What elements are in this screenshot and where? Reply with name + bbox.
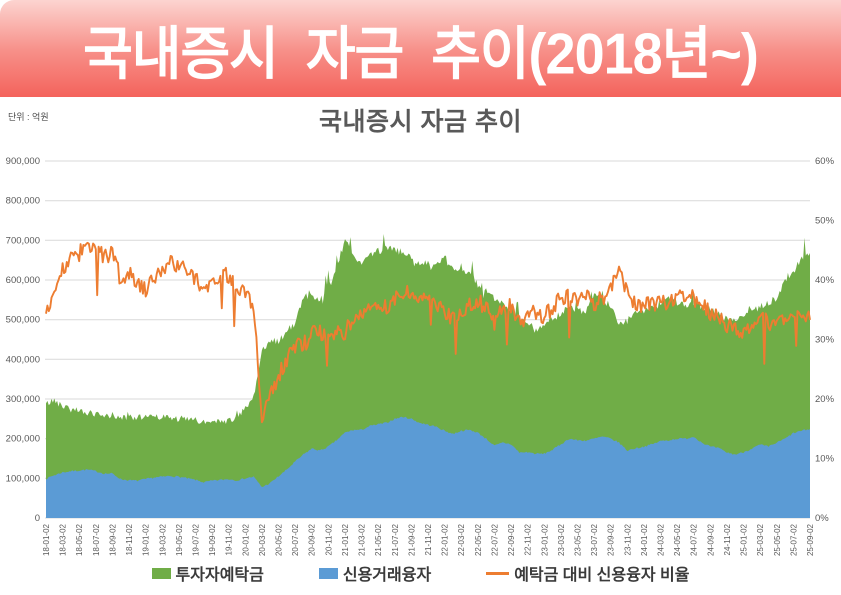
svg-text:30%: 30% [815, 335, 835, 346]
svg-text:23-11-02: 23-11-02 [623, 523, 632, 555]
svg-text:400,000: 400,000 [6, 354, 40, 365]
banner: 국내증시 자금 추이(2018년~) [0, 0, 841, 97]
legend-box-swatch-icon [318, 567, 338, 579]
svg-text:18-01-02: 18-01-02 [42, 523, 51, 556]
svg-text:900,000: 900,000 [6, 156, 40, 167]
svg-text:22-11-02: 22-11-02 [524, 523, 533, 555]
svg-text:20-07-02: 20-07-02 [291, 523, 300, 556]
svg-text:19-11-02: 19-11-02 [225, 523, 234, 555]
svg-text:100,000: 100,000 [6, 473, 40, 484]
svg-text:24-07-02: 24-07-02 [690, 523, 699, 556]
svg-text:18-11-02: 18-11-02 [125, 523, 134, 555]
svg-text:20-01-02: 20-01-02 [241, 523, 250, 556]
credit-area [46, 416, 810, 518]
legend-item-2: 예탁금 대비 신용융자 비율 [486, 561, 689, 585]
y-axis-left-labels: 0 100,000 200,000 300,000 400,000 500,000 600,… [6, 156, 40, 524]
svg-text:60%: 60% [815, 156, 835, 167]
svg-text:24-05-02: 24-05-02 [673, 523, 682, 556]
legend-label: 신용거래융자 [342, 567, 432, 584]
legend: 투자자예탁금 신용거래융자 예탁금 대비 신용융자 비율 [0, 561, 841, 585]
svg-text:18-09-02: 18-09-02 [108, 523, 117, 556]
svg-text:25-01-02: 25-01-02 [740, 523, 749, 556]
legend-item-1: 신용거래융자 [318, 561, 432, 585]
x-axis-labels: 18-01-02 18-03-02 18-05-02 18-07-02 18-09-02… [42, 523, 815, 556]
svg-text:20-11-02: 20-11-02 [324, 523, 333, 555]
svg-text:23-03-02: 23-03-02 [557, 523, 566, 556]
svg-text:20-03-02: 20-03-02 [258, 523, 267, 556]
svg-text:20%: 20% [815, 394, 835, 405]
unit-label: 단위 : 억원 [8, 112, 49, 122]
svg-text:800,000: 800,000 [6, 196, 40, 207]
svg-text:500,000: 500,000 [6, 315, 40, 326]
legend-line-swatch-icon [486, 571, 510, 575]
legend-box-swatch-icon [151, 567, 171, 579]
legend-label: 예탁금 대비 신용융자 비율 [514, 567, 690, 584]
svg-text:19-07-02: 19-07-02 [192, 523, 201, 556]
svg-text:25-09-02: 25-09-02 [806, 523, 815, 556]
svg-text:600,000: 600,000 [6, 275, 40, 286]
svg-text:25-05-02: 25-05-02 [773, 523, 782, 556]
svg-text:25-07-02: 25-07-02 [789, 523, 798, 556]
svg-text:22-09-02: 22-09-02 [507, 523, 516, 556]
svg-text:20-05-02: 20-05-02 [275, 523, 284, 556]
banner-title: 국내증시 자금 추이(2018년~) [83, 22, 759, 87]
svg-text:50%: 50% [815, 216, 835, 227]
svg-text:22-01-02: 22-01-02 [441, 523, 450, 556]
svg-text:24-11-02: 24-11-02 [723, 523, 732, 555]
legend-label: 투자자예탁금 [175, 567, 264, 584]
svg-text:40%: 40% [815, 275, 835, 286]
svg-text:23-05-02: 23-05-02 [574, 523, 583, 556]
svg-text:18-07-02: 18-07-02 [92, 523, 101, 556]
legend-item-0: 투자자예탁금 [151, 561, 264, 585]
svg-text:200,000: 200,000 [6, 434, 40, 445]
svg-text:23-07-02: 23-07-02 [590, 523, 599, 556]
svg-text:10%: 10% [815, 454, 835, 465]
svg-text:18-05-02: 18-05-02 [75, 523, 84, 556]
svg-text:300,000: 300,000 [6, 394, 40, 405]
svg-text:25-03-02: 25-03-02 [756, 523, 765, 556]
ratio-line [45, 241, 811, 424]
svg-text:24-03-02: 24-03-02 [657, 523, 666, 556]
svg-text:22-03-02: 22-03-02 [457, 523, 466, 556]
svg-text:0: 0 [35, 513, 40, 524]
svg-text:19-09-02: 19-09-02 [208, 523, 217, 556]
svg-text:21-05-02: 21-05-02 [374, 523, 383, 556]
svg-text:23-09-02: 23-09-02 [607, 523, 616, 556]
svg-text:21-09-02: 21-09-02 [407, 523, 416, 556]
svg-text:24-01-02: 24-01-02 [640, 523, 649, 556]
svg-text:21-07-02: 21-07-02 [391, 523, 400, 556]
svg-text:22-07-02: 22-07-02 [490, 523, 499, 556]
svg-text:19-03-02: 19-03-02 [158, 523, 167, 556]
svg-text:21-11-02: 21-11-02 [424, 523, 433, 555]
svg-text:21-01-02: 21-01-02 [341, 523, 350, 556]
svg-text:19-01-02: 19-01-02 [142, 523, 151, 556]
svg-text:18-03-02: 18-03-02 [59, 523, 68, 556]
svg-text:23-01-02: 23-01-02 [540, 523, 549, 556]
svg-text:20-09-02: 20-09-02 [308, 523, 317, 556]
svg-text:21-03-02: 21-03-02 [358, 523, 367, 556]
chart-title: 국내증시 자금 추이 [319, 108, 522, 136]
svg-text:700,000: 700,000 [6, 235, 40, 246]
svg-text:0%: 0% [815, 513, 829, 524]
svg-text:19-05-02: 19-05-02 [175, 523, 184, 556]
y-axis-right-labels: 0% 10% 20% 30% 40% 50% 60% [815, 156, 835, 524]
svg-text:24-09-02: 24-09-02 [706, 523, 715, 556]
svg-text:22-05-02: 22-05-02 [474, 523, 483, 556]
